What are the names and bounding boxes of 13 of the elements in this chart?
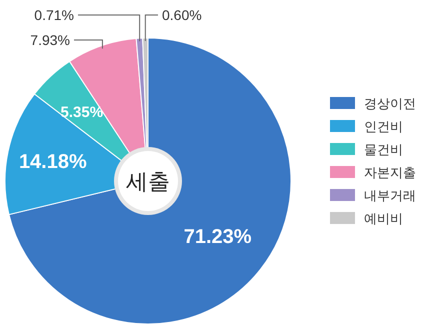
data-label: 14.18%	[18, 150, 87, 173]
data-label: 0.60%	[162, 7, 202, 23]
legend-label: 물건비	[364, 142, 403, 157]
data-label: 0.71%	[34, 7, 74, 23]
data-label: 5.35%	[60, 104, 104, 121]
data-label: 7.93%	[30, 32, 70, 48]
text: 세출	[126, 169, 170, 194]
data-label: 71.23%	[184, 226, 252, 248]
legend-label: 예비비	[364, 211, 403, 226]
legend-label: 자본지출	[364, 165, 416, 180]
legend-label: 내부거래	[364, 188, 416, 203]
legend-label: 인건비	[364, 119, 403, 134]
legend-label: 경상이전	[364, 96, 416, 111]
